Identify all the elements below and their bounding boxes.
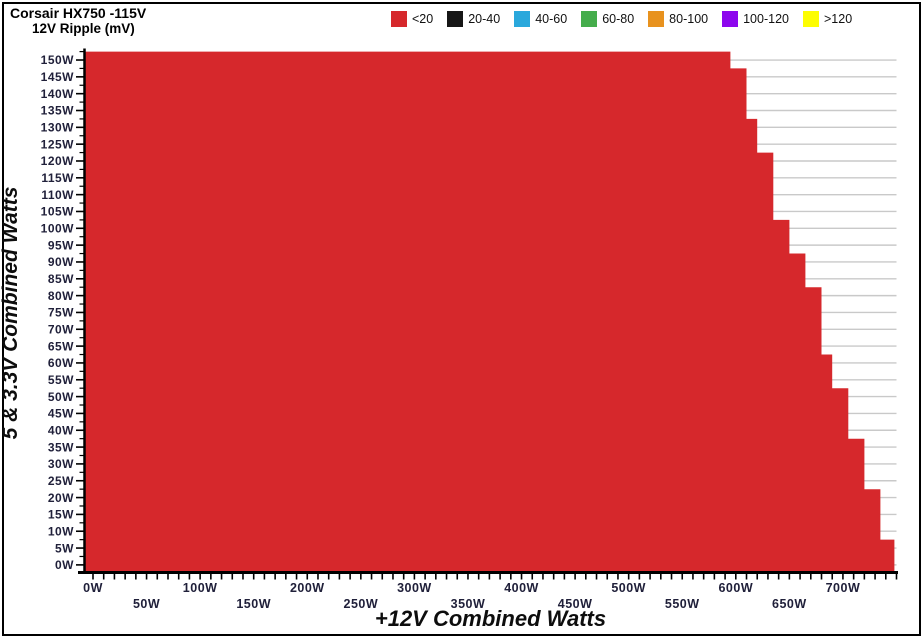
x-tick-label: 700W (826, 581, 861, 595)
y-tick-label: 145W (41, 70, 75, 84)
legend-label: 80-100 (669, 12, 709, 26)
y-tick-label: 55W (48, 373, 74, 387)
y-tick-label: 105W (41, 205, 75, 219)
legend: <20 20-40 40-60 60-80 80-100 100-120 >120 (391, 10, 852, 28)
legend-label: >120 (823, 12, 853, 26)
legend-item: 20-40 (447, 11, 500, 27)
y-tick-label: 110W (41, 188, 74, 202)
chart-title-line2: 12V Ripple (mV) (32, 21, 135, 36)
y-tick-label: 125W (41, 137, 75, 151)
x-tick-label: 450W (558, 597, 593, 611)
legend-label: 60-80 (602, 12, 635, 26)
y-axis-title: 5 & 3.3V Combined Watts (0, 187, 22, 440)
legend-item: >120 (802, 11, 853, 27)
legend-item: 100-120 (722, 11, 789, 27)
legend-swatch (514, 11, 531, 27)
legend-swatch (581, 11, 598, 27)
y-tick-label: 130W (41, 121, 75, 135)
y-tick-label: 15W (48, 508, 74, 522)
y-tick-label: 5W (55, 541, 74, 555)
legend-label: <20 (412, 12, 434, 26)
x-tick-label: 350W (451, 597, 486, 611)
legend-swatch (802, 11, 819, 27)
y-tick-label: 90W (48, 255, 74, 269)
x-tick-label: 300W (397, 581, 432, 595)
y-tick-label: 60W (48, 356, 74, 370)
chart-title-line1: Corsair HX750 -115V (10, 5, 147, 21)
x-tick-label: 500W (611, 581, 646, 595)
x-tick-label: 150W (236, 597, 271, 611)
y-tick-label: 135W (41, 104, 75, 118)
legend-swatch (447, 11, 464, 27)
legend-item: 60-80 (581, 11, 634, 27)
y-tick-label: 140W (41, 87, 75, 101)
y-tick-label: 75W (48, 306, 74, 320)
legend-swatch (648, 11, 665, 27)
y-tick-label: 40W (48, 423, 74, 437)
y-tick-label: 30W (48, 457, 74, 471)
y-tick-label: 70W (48, 322, 74, 336)
chart-title: Corsair HX750 -115V 12V Ripple (mV) (10, 5, 146, 37)
x-tick-label: 600W (718, 581, 753, 595)
y-tick-label: 35W (48, 440, 74, 454)
legend-label: 40-60 (535, 12, 568, 26)
x-axis-title: +12V Combined Watts (375, 606, 606, 631)
y-tick-label: 50W (48, 390, 74, 404)
y-tick-label: 10W (48, 524, 74, 538)
x-tick-label: 650W (772, 597, 807, 611)
y-tick-label: 85W (48, 272, 74, 286)
x-tick-label: 400W (504, 581, 539, 595)
legend-item: <20 (391, 11, 433, 27)
x-tick-label: 100W (183, 581, 218, 595)
y-tick-label: 20W (48, 491, 74, 505)
x-tick-label: 0W (83, 581, 103, 595)
x-tick-label: 250W (344, 597, 379, 611)
y-tick-label: 120W (41, 154, 75, 168)
legend-item: 40-60 (514, 11, 567, 27)
y-tick-label: 100W (41, 222, 75, 236)
x-tick-label: 550W (665, 597, 700, 611)
y-tick-label: 80W (48, 289, 74, 303)
y-tick-label: 45W (48, 407, 74, 421)
x-tick-label: 50W (133, 597, 160, 611)
legend-label: 20-40 (468, 12, 501, 26)
y-tick-label: 150W (41, 53, 75, 67)
y-tick-label: 95W (48, 238, 74, 252)
legend-item: 80-100 (648, 11, 708, 27)
y-tick-label: 25W (48, 474, 74, 488)
x-tick-label: 200W (290, 581, 325, 595)
y-tick-label: 0W (55, 558, 74, 572)
y-tick-label: 65W (48, 339, 74, 353)
y-tick-label: 115W (41, 171, 74, 185)
legend-swatch (722, 11, 739, 27)
legend-label: 100-120 (743, 12, 789, 26)
legend-swatch (391, 11, 407, 27)
ripple-area (84, 51, 895, 574)
